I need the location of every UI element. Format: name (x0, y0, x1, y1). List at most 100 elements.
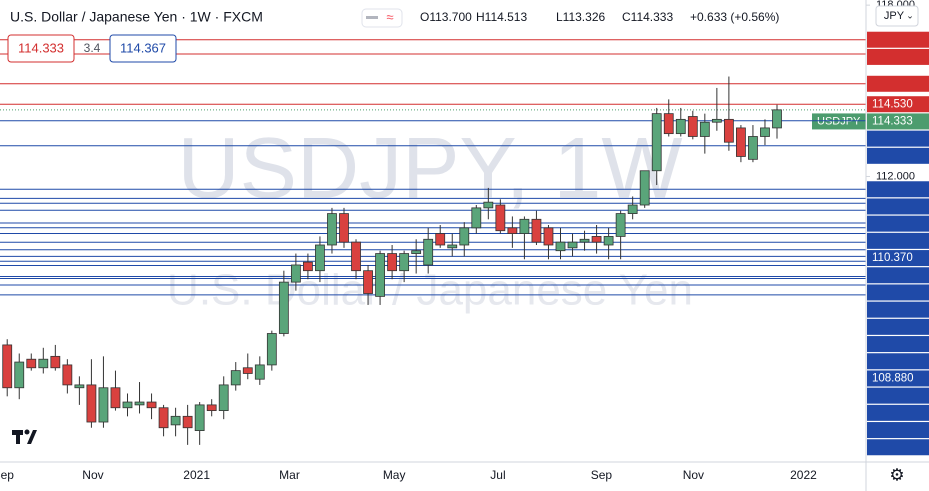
price-label-bg (867, 387, 929, 404)
candle-body (519, 218, 530, 234)
icon: ⌄ (906, 10, 914, 20)
symbol-label-bg (812, 113, 866, 130)
candle-body (158, 407, 169, 429)
candle-body (579, 238, 590, 243)
price-label-bg (867, 267, 929, 284)
price-label: 114.333 (872, 115, 913, 127)
candle-body (254, 364, 265, 380)
symbol-title: U.S. Dollar / Japanese Yen · 1W · FXCM (10, 9, 263, 25)
spread: 3.4 (84, 41, 101, 55)
candle-body (651, 113, 662, 172)
candle-body (495, 204, 506, 232)
price-label-bg (867, 301, 929, 318)
price-label-bg (867, 181, 929, 198)
candle-body (278, 281, 289, 334)
candle-body (736, 127, 746, 157)
price-label-bg (867, 404, 929, 421)
price-label-bg (867, 198, 929, 215)
price-label-bg (867, 370, 929, 387)
candle-body (14, 361, 25, 389)
candle-body (266, 333, 277, 366)
candle-body (543, 227, 554, 246)
x-tick-label: Nov (683, 468, 704, 482)
price-label: 110.370 (872, 252, 913, 264)
candle-body (182, 415, 193, 429)
currency: JPY (884, 10, 905, 22)
candle-body (375, 253, 385, 297)
candle-body (687, 116, 698, 137)
sell-button[interactable] (7, 34, 75, 63)
price-label: 108.880 (872, 372, 914, 384)
price-label-bg (867, 353, 929, 370)
ohlc-high: H114.513 (476, 10, 527, 24)
x-tick-label: Sep (0, 468, 14, 482)
ohlc-open: O113.700 (420, 10, 472, 24)
candle-body (206, 404, 217, 412)
candle-body (459, 227, 470, 246)
candle-body (86, 384, 97, 423)
price-axis: 118.000112.000114.530114.333110.370108.8… (866, 0, 929, 456)
candle-body (50, 355, 61, 369)
x-tick-label: Nov (82, 468, 103, 482)
candle-body (507, 227, 518, 234)
candle-body (170, 415, 181, 426)
buy-button[interactable] (109, 34, 177, 63)
candle-body (772, 109, 782, 129)
x-tick-label: May (383, 468, 406, 482)
candle-body (675, 118, 686, 135)
candle-body (399, 253, 410, 272)
price-label: 114.530 (872, 98, 913, 110)
price-label-bg (867, 31, 929, 48)
candle-body (62, 364, 73, 386)
candle-body (591, 236, 602, 243)
candle-body (471, 207, 482, 229)
candle-body (218, 384, 229, 412)
candle-body (315, 244, 325, 272)
x-tick-label: Sep (591, 468, 613, 482)
symbol-label: USDJPY (817, 115, 861, 127)
candle-body (615, 213, 626, 237)
ohlc-low: L113.326 (556, 10, 605, 24)
currency-button[interactable] (875, 5, 919, 27)
candle-body (230, 370, 241, 386)
price-label-bg (867, 48, 929, 65)
candle-body (290, 264, 301, 283)
price-label-bg (867, 422, 929, 439)
candle-body (134, 401, 145, 406)
candle-body (387, 253, 398, 272)
candle-body (639, 170, 650, 206)
price-label-bg (867, 336, 929, 353)
x-tick-label: 2022 (790, 468, 817, 482)
candle-body (663, 113, 674, 135)
ohlc-close: C114.333 (622, 10, 673, 24)
x-tick-label: Mar (279, 468, 300, 482)
candle-body (531, 218, 542, 243)
candle-body (2, 344, 13, 389)
candle-body (26, 358, 37, 369)
candle-body (483, 201, 494, 209)
price-label-bg (867, 113, 929, 130)
indicator-toggle[interactable] (361, 8, 403, 28)
watermark-name: U.S. Dollar / Japanese Yen (167, 266, 693, 315)
price-label-bg (867, 439, 929, 456)
candle-body (242, 367, 253, 374)
price-label-bg (867, 147, 929, 164)
logo (12, 429, 37, 444)
candle-body (146, 401, 157, 409)
candle-body (411, 250, 422, 254)
icon: ≈ (386, 9, 393, 24)
candle-body (760, 127, 770, 137)
candle-body (351, 241, 361, 272)
price-label-bg (867, 215, 929, 232)
settings-button[interactable]: ⚙ (889, 465, 904, 484)
candle-body (339, 213, 349, 243)
candle-body (38, 358, 49, 369)
candle-body (122, 401, 133, 409)
candle-body (98, 387, 109, 423)
price-label-bg (867, 130, 929, 147)
x-tick-label: Jul (490, 468, 505, 482)
candle-body (567, 241, 578, 249)
candle-body (423, 238, 434, 266)
